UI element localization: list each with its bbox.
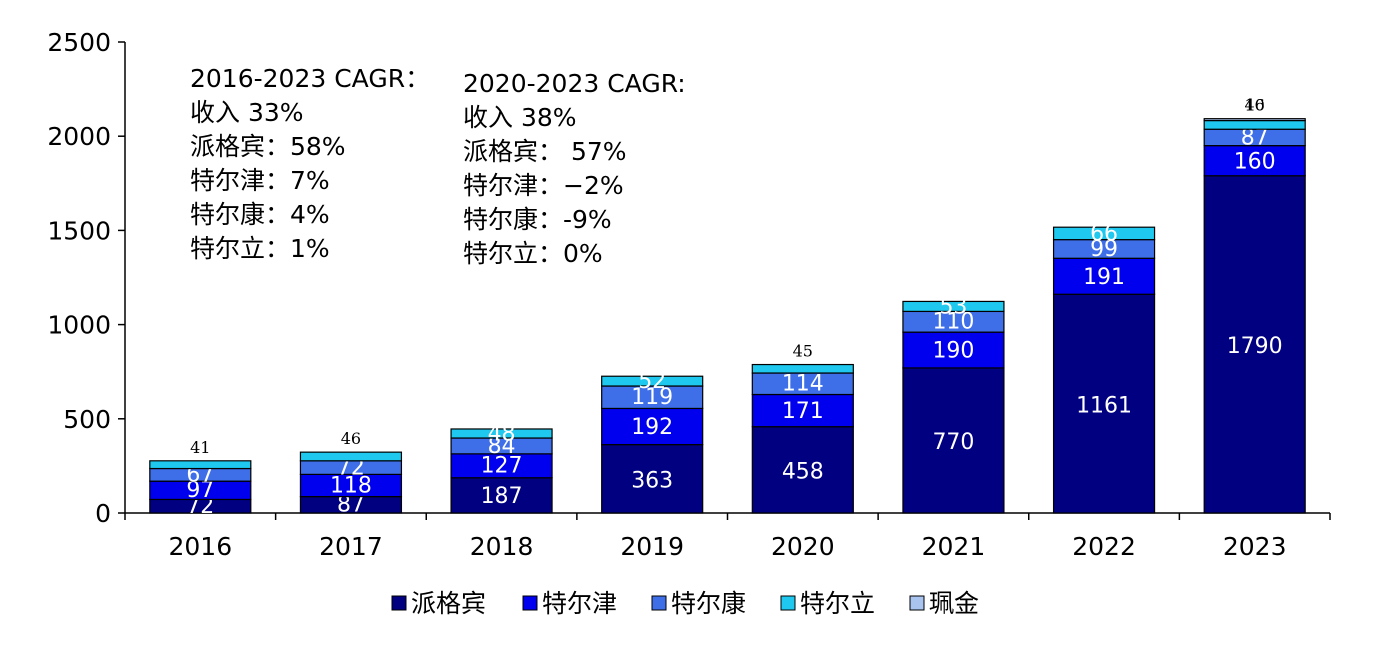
data-label: 97 bbox=[186, 478, 214, 503]
x-tick-label: 2018 bbox=[470, 532, 534, 561]
legend-swatch bbox=[522, 595, 538, 611]
data-label: 48 bbox=[488, 421, 516, 446]
x-tick-label: 2020 bbox=[771, 532, 835, 561]
annotation-line: 派格宾：58% bbox=[190, 132, 346, 161]
bar-segment bbox=[1203, 118, 1306, 122]
y-tick-label: 2000 bbox=[47, 122, 111, 151]
data-label: 119 bbox=[631, 385, 673, 410]
x-tick-label: 2021 bbox=[922, 532, 986, 561]
bar-segment bbox=[1203, 175, 1306, 514]
data-label: 66 bbox=[1090, 221, 1118, 246]
data-label: 46 bbox=[341, 429, 361, 448]
data-label: 10 bbox=[1245, 96, 1265, 115]
bar-segment bbox=[1052, 226, 1156, 241]
data-label: 1790 bbox=[1227, 334, 1283, 359]
annotation-line: 派格宾： 57% bbox=[463, 137, 627, 166]
bar-segment bbox=[902, 331, 1005, 369]
x-tick-label: 2019 bbox=[620, 532, 684, 561]
y-tick-label: 2500 bbox=[47, 28, 111, 57]
legend: 派格宾 特尔津 特尔康 特尔立 珮金 bbox=[391, 589, 979, 618]
bar-segment bbox=[450, 428, 553, 439]
bar-segment bbox=[299, 451, 403, 462]
data-label: 192 bbox=[631, 415, 673, 440]
x-tick-label: 2017 bbox=[319, 532, 383, 561]
legend-label: 特尔津 bbox=[542, 589, 617, 618]
legend-swatch bbox=[651, 595, 667, 611]
data-label: 190 bbox=[932, 339, 974, 364]
legend-swatch bbox=[909, 595, 925, 611]
bars: 7297674187118724618712784483631921195245… bbox=[149, 96, 1306, 519]
legend-label: 派格宾 bbox=[411, 589, 486, 618]
data-label: 770 bbox=[932, 430, 974, 455]
bar-segment bbox=[149, 460, 252, 470]
annotation-line: 特尔津：7% bbox=[190, 166, 330, 195]
bar-segment bbox=[601, 444, 704, 514]
annotation-line: 特尔康：4% bbox=[190, 200, 330, 229]
data-label: 191 bbox=[1083, 265, 1125, 290]
data-label: 187 bbox=[481, 484, 523, 509]
data-label: 118 bbox=[330, 473, 372, 498]
bar-segment bbox=[1052, 257, 1156, 295]
y-tick-label: 0 bbox=[95, 499, 111, 528]
data-label: 99 bbox=[1090, 237, 1118, 262]
data-label: 114 bbox=[782, 372, 824, 397]
bar-segment bbox=[902, 300, 1005, 313]
y-tick-label: 500 bbox=[63, 405, 111, 434]
data-label: 110 bbox=[932, 310, 974, 335]
cagr-annotations: 2016-2023 CAGR： 收入 33% 派格宾：58% 特尔津：7% 特尔… bbox=[190, 64, 686, 268]
data-label: 52 bbox=[638, 369, 666, 394]
data-label: 363 bbox=[631, 468, 673, 493]
bar-segment bbox=[751, 426, 854, 514]
y-tick-label: 1500 bbox=[47, 216, 111, 245]
annotation-line: 2016-2023 CAGR： bbox=[190, 64, 430, 93]
data-label: 41 bbox=[190, 438, 210, 457]
annotation-line: 特尔康：-9% bbox=[463, 205, 612, 234]
data-label: 127 bbox=[481, 454, 523, 479]
data-label: 458 bbox=[782, 459, 824, 484]
axes: 0 500 1000 1500 2000 2500 2016 2017 2018 2019 2020… bbox=[47, 28, 1331, 561]
bar-segment bbox=[751, 363, 854, 374]
legend-label: 特尔立 bbox=[800, 589, 875, 618]
bar-segment bbox=[1052, 293, 1156, 514]
x-tick-label: 2022 bbox=[1072, 532, 1136, 561]
data-label: 160 bbox=[1234, 149, 1276, 174]
bar-segment bbox=[1203, 119, 1306, 130]
annotation-line: 特尔津：−2% bbox=[463, 171, 624, 200]
data-label: 1161 bbox=[1076, 393, 1132, 418]
data-label: 53 bbox=[939, 294, 967, 319]
data-label: 46 bbox=[1245, 96, 1265, 115]
bar-segment bbox=[601, 407, 704, 446]
x-tick-label: 2016 bbox=[169, 532, 233, 561]
legend-label: 珮金 bbox=[929, 589, 979, 618]
y-tick-label: 1000 bbox=[47, 311, 111, 340]
legend-swatch bbox=[780, 595, 796, 611]
annotation-line: 收入 33% bbox=[190, 98, 304, 127]
bar-segment bbox=[601, 375, 704, 387]
bar-segment bbox=[450, 477, 553, 514]
legend-label: 特尔康 bbox=[671, 589, 746, 618]
annotation-line: 特尔立：0% bbox=[463, 239, 603, 268]
legend-swatch bbox=[391, 595, 407, 611]
data-label: 171 bbox=[782, 399, 824, 424]
annotation-line: 2020-2023 CAGR: bbox=[463, 69, 686, 98]
x-tick-label: 2023 bbox=[1223, 532, 1287, 561]
bar-segment bbox=[1203, 145, 1306, 177]
annotation-line: 特尔立：1% bbox=[190, 234, 330, 263]
annotation-line: 收入 38% bbox=[463, 103, 577, 132]
data-label: 45 bbox=[793, 342, 813, 361]
